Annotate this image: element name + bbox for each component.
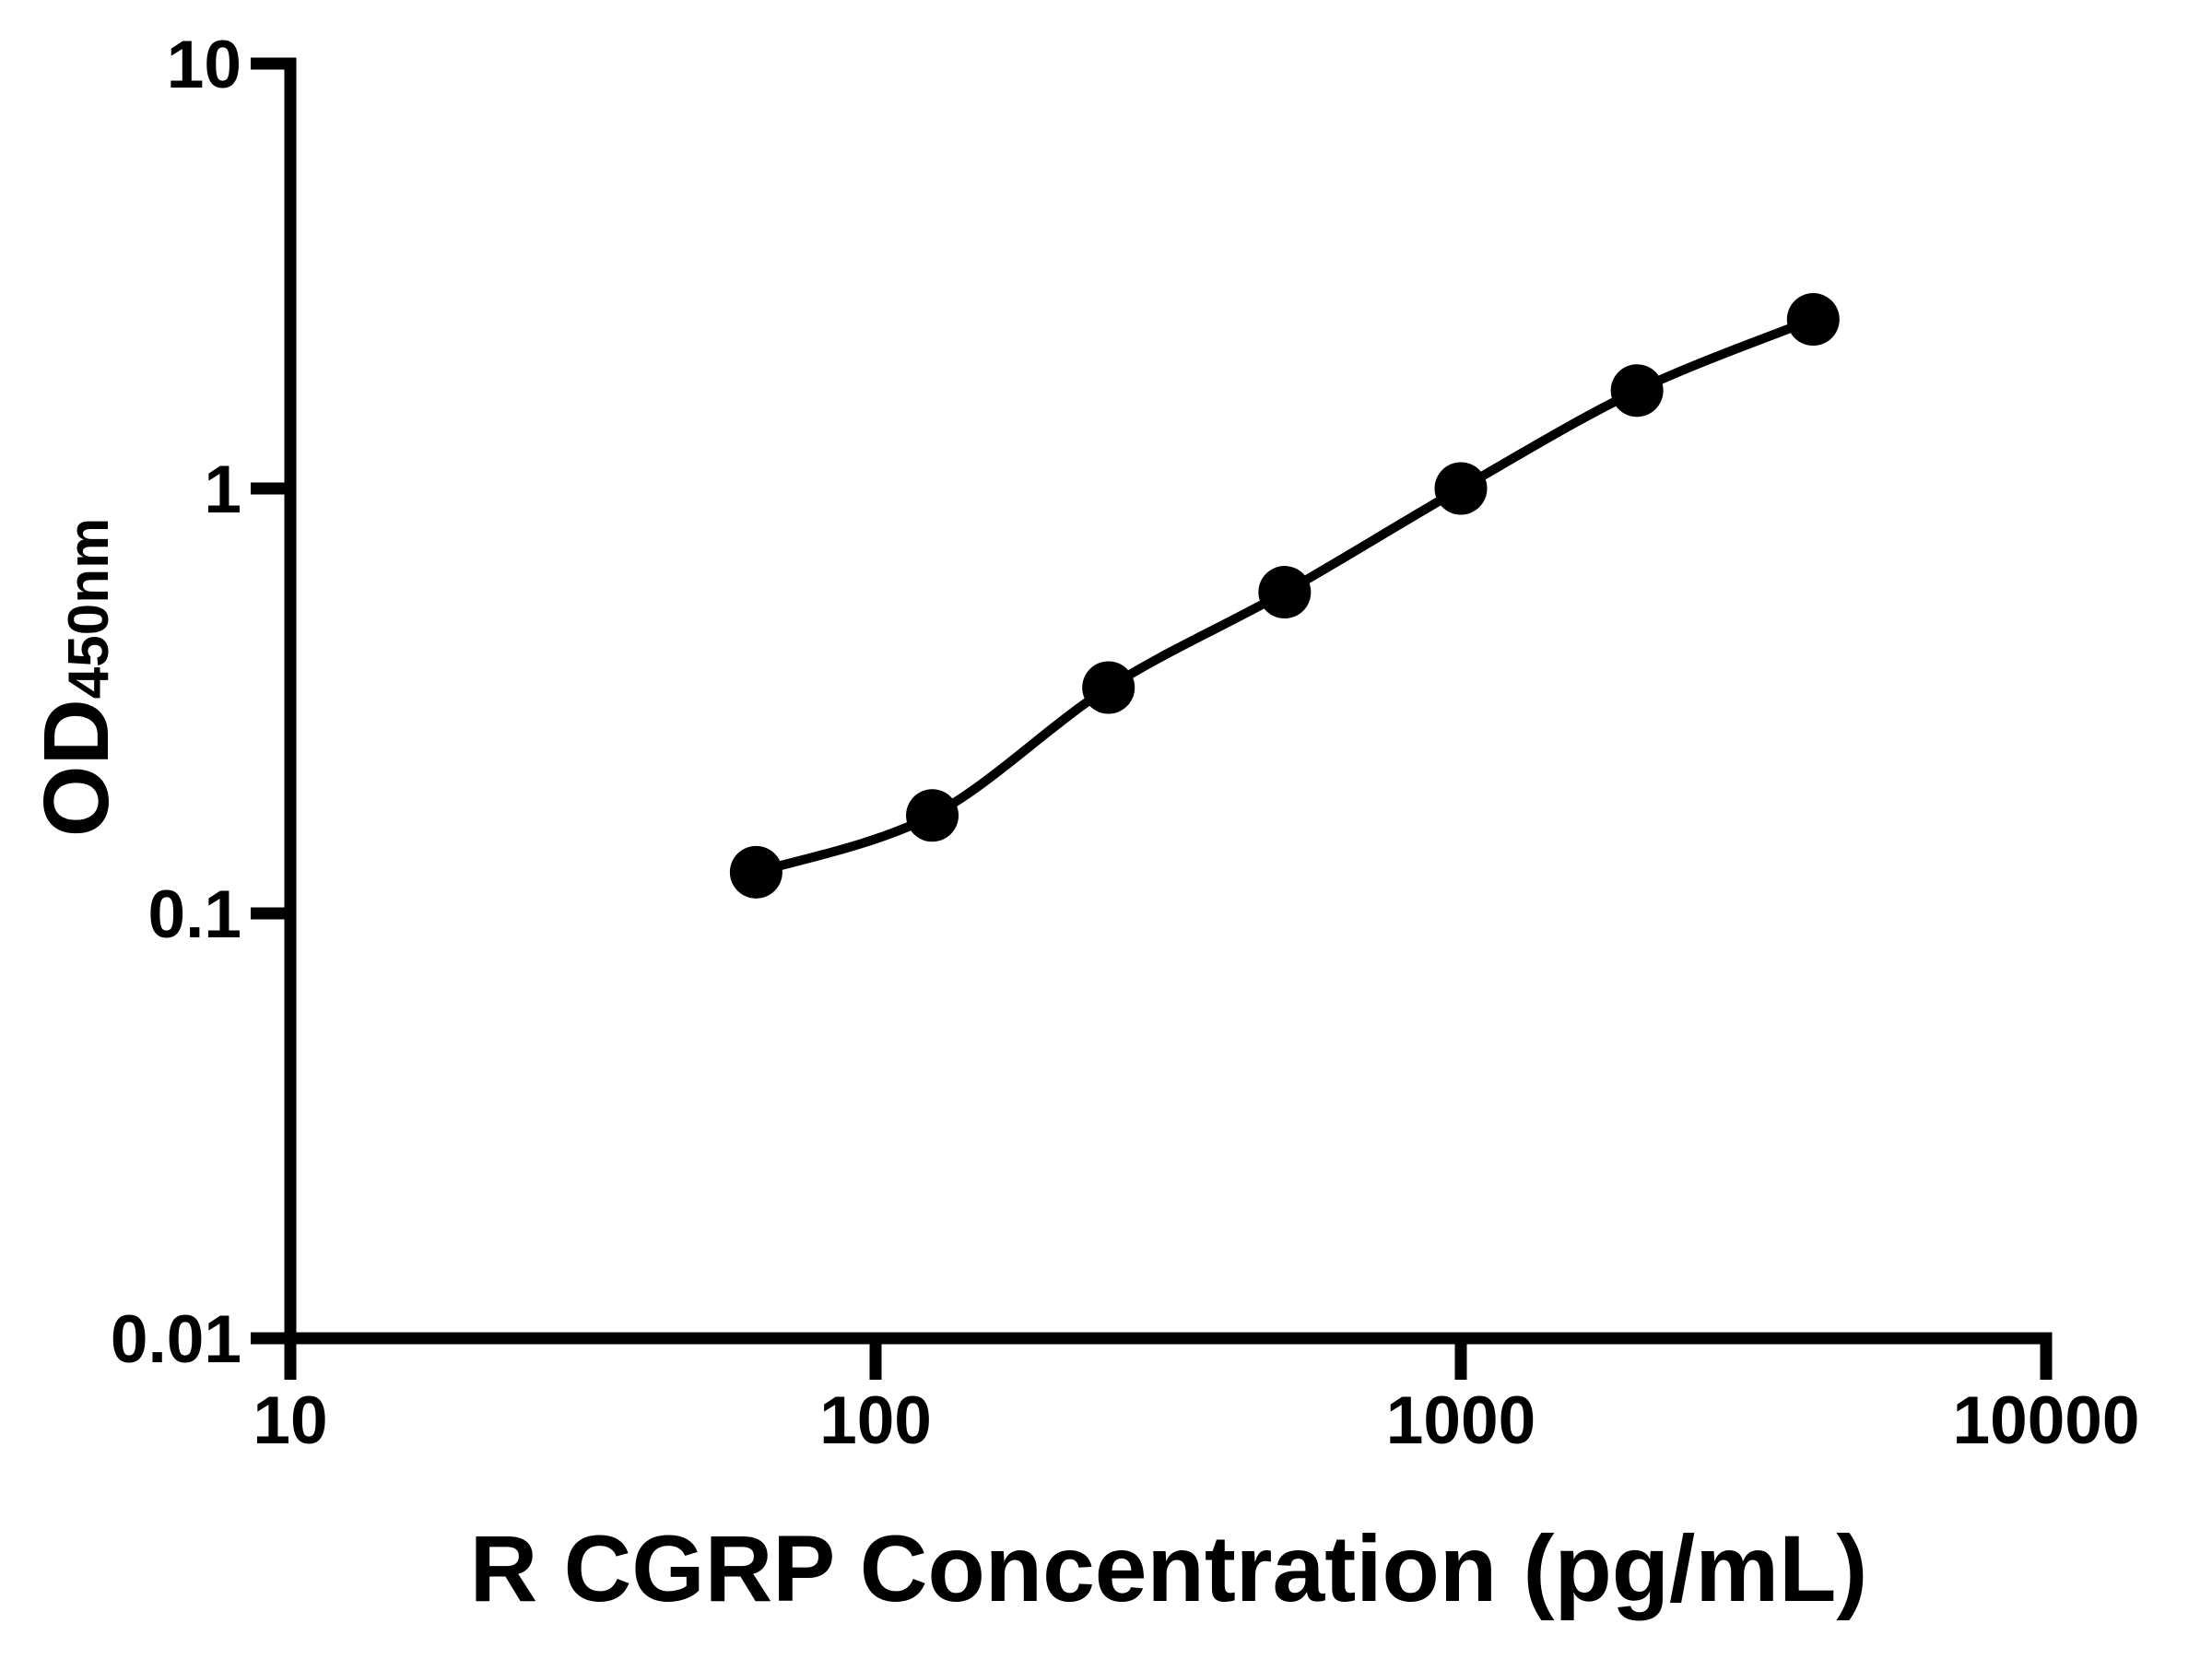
data-point: [1610, 364, 1664, 418]
x-tick-label: 100: [819, 1383, 932, 1458]
data-point: [1082, 661, 1135, 714]
y-axis-title: OD450nm: [25, 518, 128, 837]
y-tick-label: 1: [204, 453, 241, 527]
y-tick-label: 0.01: [111, 1302, 241, 1377]
data-point: [729, 845, 782, 899]
data-points: [729, 293, 1840, 899]
y-axis-title-subscript: 450nm: [57, 518, 121, 699]
data-point: [1258, 566, 1312, 619]
y-axis-title-main: OD: [25, 699, 128, 837]
axes: [251, 57, 2053, 1380]
y-tick-label: 10: [167, 28, 241, 102]
x-axis-title: R CGRP Concentration (pg/mL): [470, 1516, 1868, 1621]
y-tick-label: 0.1: [148, 877, 241, 952]
data-point: [1434, 462, 1488, 515]
y-axis-tick-labels: 0.01 0.1 1 10: [111, 28, 241, 1377]
x-tick-label: 1000: [1386, 1383, 1535, 1458]
x-tick-label: 10000: [1953, 1383, 2140, 1458]
x-axis-tick-labels: 10 100 1000 10000: [253, 1383, 2139, 1458]
data-point: [1786, 293, 1840, 347]
data-point: [906, 789, 959, 842]
x-tick-label: 10: [253, 1383, 327, 1458]
